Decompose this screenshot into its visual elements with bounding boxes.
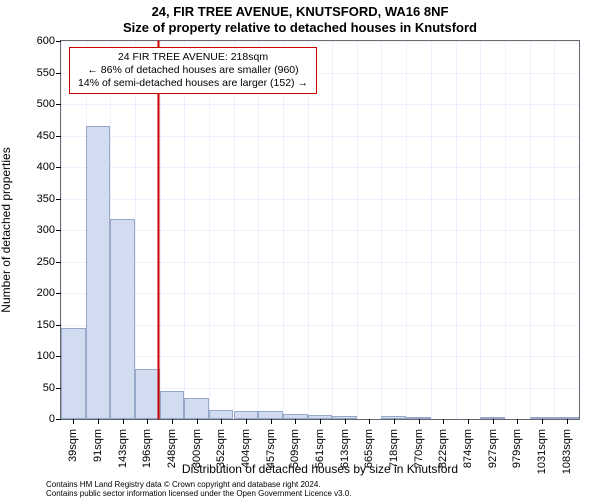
ytick-label: 500: [5, 98, 55, 110]
ytick-mark: [56, 388, 61, 389]
footer-attribution: Contains HM Land Registry data © Crown c…: [46, 480, 352, 498]
xtick-mark: [567, 419, 568, 424]
ytick-mark: [56, 230, 61, 231]
xtick-mark: [468, 419, 469, 424]
xtick-mark: [73, 419, 74, 424]
ytick-mark: [56, 41, 61, 42]
ytick-mark: [56, 262, 61, 263]
ytick-label: 200: [5, 287, 55, 299]
histogram-bar: [209, 410, 234, 419]
histogram-bar: [110, 219, 135, 419]
xtick-mark: [443, 419, 444, 424]
ytick-label: 450: [5, 130, 55, 142]
xtick-mark: [394, 419, 395, 424]
ytick-label: 600: [5, 35, 55, 47]
page-title-line1: 24, FIR TREE AVENUE, KNUTSFORD, WA16 8NF: [0, 4, 600, 19]
ytick-label: 350: [5, 193, 55, 205]
marker-line: [158, 41, 159, 419]
ytick-mark: [56, 356, 61, 357]
xtick-label: 91sqm: [92, 425, 104, 462]
histogram-bar: [234, 411, 259, 419]
xtick-mark: [147, 419, 148, 424]
ytick-mark: [56, 325, 61, 326]
xtick-mark: [98, 419, 99, 424]
info-box-line: 24 FIR TREE AVENUE: 218sqm: [76, 51, 310, 64]
histogram-bar: [86, 126, 111, 419]
xtick-mark: [345, 419, 346, 424]
page-title-line2: Size of property relative to detached ho…: [0, 20, 600, 35]
info-box: 24 FIR TREE AVENUE: 218sqm← 86% of detac…: [69, 47, 317, 94]
ytick-label: 250: [5, 256, 55, 268]
ytick-mark: [56, 104, 61, 105]
ytick-mark: [56, 167, 61, 168]
xtick-mark: [517, 419, 518, 424]
xtick-mark: [271, 419, 272, 424]
ytick-mark: [56, 293, 61, 294]
xtick-mark: [320, 419, 321, 424]
xtick-mark: [246, 419, 247, 424]
xtick-mark: [493, 419, 494, 424]
ytick-mark: [56, 136, 61, 137]
xtick-mark: [419, 419, 420, 424]
histogram-bar: [61, 328, 86, 419]
footer-line1: Contains HM Land Registry data © Crown c…: [46, 480, 352, 489]
vgridline: [579, 41, 580, 419]
ytick-label: 300: [5, 224, 55, 236]
xtick-mark: [123, 419, 124, 424]
ytick-label: 50: [5, 382, 55, 394]
xtick-mark: [295, 419, 296, 424]
ytick-label: 100: [5, 350, 55, 362]
xtick-mark: [197, 419, 198, 424]
ytick-label: 150: [5, 319, 55, 331]
xtick-mark: [221, 419, 222, 424]
ytick-label: 0: [5, 413, 55, 425]
histogram-bar: [184, 398, 209, 419]
xtick-mark: [172, 419, 173, 424]
ytick-label: 550: [5, 67, 55, 79]
histogram-bar: [135, 369, 160, 419]
xtick-label: 39sqm: [67, 425, 79, 462]
histogram-plot: 24 FIR TREE AVENUE: 218sqm← 86% of detac…: [60, 40, 580, 420]
ytick-label: 400: [5, 161, 55, 173]
x-axis-title: Distribution of detached houses by size …: [60, 462, 580, 476]
xtick-mark: [369, 419, 370, 424]
ytick-mark: [56, 73, 61, 74]
info-box-line: ← 86% of detached houses are smaller (96…: [76, 64, 310, 77]
ytick-mark: [56, 199, 61, 200]
xtick-mark: [542, 419, 543, 424]
histogram-bar: [258, 411, 283, 419]
info-box-line: 14% of semi-detached houses are larger (…: [76, 77, 310, 90]
histogram-bar: [160, 391, 185, 419]
bars-layer: [61, 41, 579, 419]
ytick-mark: [56, 419, 61, 420]
footer-line2: Contains public sector information licen…: [46, 489, 352, 498]
